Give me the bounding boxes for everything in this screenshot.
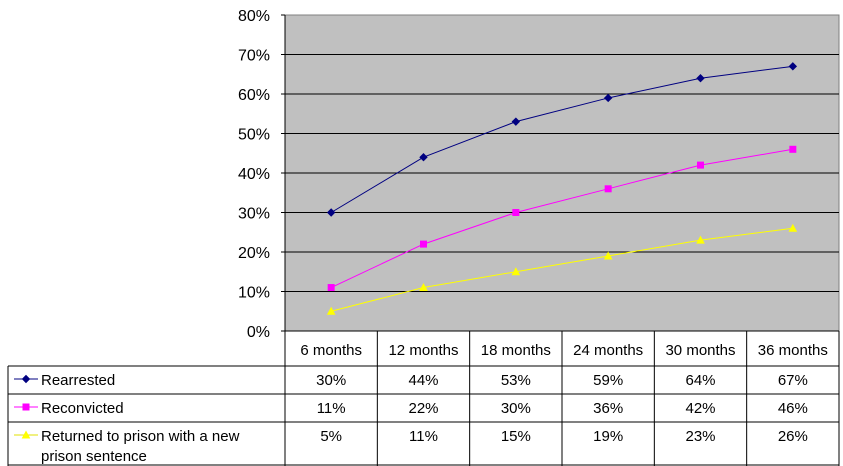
- series-name-label: Reconvicted: [41, 400, 124, 417]
- data-point: [604, 185, 612, 193]
- data-label: 36%: [593, 400, 623, 417]
- data-point: [697, 161, 704, 169]
- series-name-label: Rearrested: [41, 372, 115, 389]
- x-tick-label: 36 months: [758, 342, 828, 359]
- series-1: [326, 62, 798, 217]
- data-label: 64%: [685, 372, 715, 389]
- data-point: [419, 282, 428, 292]
- data-point: [696, 73, 705, 83]
- legend-key-marker: [21, 430, 31, 439]
- y-tick-label: 80%: [238, 8, 270, 25]
- data-label: 30%: [316, 372, 346, 389]
- y-tick-label: 40%: [238, 166, 270, 183]
- data-label: 30%: [501, 400, 531, 417]
- y-tick-label: 0%: [247, 324, 270, 341]
- data-point: [326, 306, 336, 315]
- table-row: Returned to prison with a new prison sent…: [14, 428, 808, 465]
- x-tick-label: 24 months: [573, 342, 643, 359]
- data-point: [788, 62, 798, 71]
- data-point: [788, 223, 798, 232]
- data-label: 11%: [317, 400, 346, 417]
- data-label: 44%: [408, 372, 438, 389]
- data-label: 22%: [408, 400, 438, 417]
- data-point: [326, 208, 336, 217]
- data-label: 23%: [685, 428, 715, 445]
- gridlines: [281, 14, 839, 332]
- table-row: Reconvicted 11% 22% 30% 36% 42% 46%: [14, 400, 808, 417]
- series-3: [326, 223, 798, 315]
- x-tick-label: 6 months: [300, 342, 362, 359]
- data-table: 6 months 12 months 18 months 24 months 30 mo…: [7, 330, 840, 466]
- data-label: 67%: [778, 372, 808, 389]
- series-line: [330, 148, 793, 289]
- series-line: [331, 227, 793, 312]
- table-row: Rearrested 30% 44% 53% 59% 64% 67%: [14, 372, 808, 389]
- data-label: 26%: [778, 428, 808, 445]
- legend-key-marker: [22, 403, 30, 411]
- data-label: 59%: [593, 372, 623, 389]
- data-point: [603, 251, 613, 260]
- y-tick-label: 50%: [238, 127, 270, 144]
- y-tick-label: 70%: [238, 48, 270, 65]
- x-tick-label: 18 months: [481, 342, 551, 359]
- y-tick-label: 10%: [238, 285, 270, 302]
- data-label: 15%: [501, 428, 531, 445]
- data-label: 11%: [409, 428, 438, 445]
- data-label: 53%: [501, 372, 531, 389]
- data-point: [603, 93, 613, 103]
- data-label: 46%: [778, 400, 808, 417]
- y-axis-tick-labels: 0% 10% 20% 30% 40% 50% 60% 70% 80%: [238, 8, 270, 341]
- x-tick-label: 30 months: [665, 342, 735, 359]
- data-point: [511, 117, 521, 126]
- y-tick-label: 60%: [238, 87, 270, 104]
- data-point: [511, 267, 521, 276]
- data-point: [696, 235, 705, 244]
- series-name-label: prison sentence: [41, 448, 147, 465]
- data-point: [512, 209, 520, 216]
- data-point: [420, 240, 427, 248]
- data-label: 19%: [593, 428, 623, 445]
- y-tick-label: 20%: [238, 245, 270, 262]
- data-point: [327, 284, 335, 292]
- data-label: 5%: [320, 428, 342, 445]
- x-tick-label: 12 months: [388, 342, 458, 359]
- data-label: 42%: [685, 400, 715, 417]
- series-name-label: Returned to prison with a new: [41, 428, 240, 445]
- data-point: [789, 145, 797, 153]
- data-point: [419, 152, 428, 162]
- series-2: [327, 145, 797, 292]
- series-line: [330, 65, 793, 213]
- y-tick-label: 30%: [238, 206, 270, 223]
- series-lines: [326, 62, 798, 315]
- legend-key-marker: [21, 374, 31, 384]
